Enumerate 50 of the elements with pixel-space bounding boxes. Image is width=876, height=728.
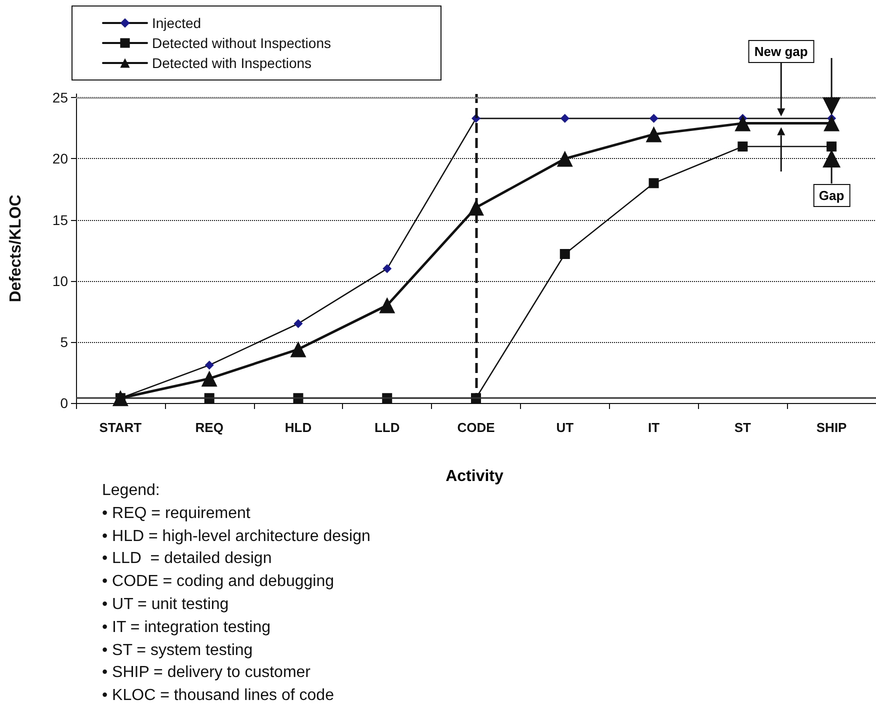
x-tick-label: SHIP xyxy=(816,420,848,435)
text: New gap xyxy=(748,40,814,63)
text: • CODE = coding and debugging xyxy=(102,572,335,592)
y-tick-label: 0 xyxy=(60,395,68,411)
point xyxy=(826,142,837,152)
x-tick-label: START xyxy=(99,420,142,435)
y-axis-title: Defects/KLOC xyxy=(8,194,24,302)
text: Legend: xyxy=(102,481,161,501)
point xyxy=(649,114,658,123)
text: • ST = system testing xyxy=(102,640,254,661)
point xyxy=(382,264,392,274)
point xyxy=(294,319,303,328)
x-tick-label: IT xyxy=(648,420,660,435)
annotation: Gap xyxy=(812,184,850,207)
text: • UT = unit testing xyxy=(102,594,230,615)
y-tick-label: 10 xyxy=(52,272,68,289)
text: • REQ = requirement xyxy=(102,504,252,524)
y-tick-label: 15 xyxy=(52,212,68,228)
y-tick-label: 5 xyxy=(60,334,68,350)
point xyxy=(379,297,396,314)
x-tick-label: HLD xyxy=(284,420,312,435)
y-tick-label: 25 xyxy=(52,90,68,106)
point xyxy=(738,142,748,152)
legend-label: Injected xyxy=(152,15,202,31)
text: • IT = integration testing xyxy=(102,618,272,638)
text: • HLD = high-level architecture design xyxy=(102,526,370,547)
point xyxy=(648,178,659,188)
legend-label: Detected with Inspections xyxy=(152,55,312,71)
x-tick-label: ST xyxy=(734,420,752,435)
point xyxy=(201,370,218,387)
point xyxy=(824,115,840,132)
point xyxy=(646,126,662,142)
x-axis-title: Activity xyxy=(446,468,504,485)
y-tick-label: 20 xyxy=(52,150,68,167)
point xyxy=(112,390,128,406)
point xyxy=(560,114,570,123)
point xyxy=(290,341,306,358)
x-tick-label: LLD xyxy=(374,420,400,435)
legend-label: Detected without Inspections xyxy=(152,35,331,51)
point xyxy=(204,360,214,370)
text: • SHIP = delivery to customer xyxy=(102,663,312,684)
point xyxy=(734,115,751,132)
x-tick-label: UT xyxy=(556,420,574,435)
point xyxy=(560,248,570,259)
text: • LLD = detailed design xyxy=(102,549,273,570)
point xyxy=(468,200,484,216)
point xyxy=(556,150,573,167)
x-tick-label: CODE xyxy=(457,420,496,435)
text: • KLOC = thousand lines of code xyxy=(102,686,335,706)
x-tick-label: REQ xyxy=(195,420,224,435)
